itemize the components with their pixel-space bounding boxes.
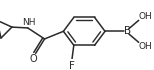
Text: NH: NH [22,18,35,27]
Text: O: O [30,54,37,64]
Text: OH: OH [139,42,152,51]
Text: B: B [124,26,131,36]
Text: OH: OH [139,12,152,21]
Text: F: F [69,61,75,70]
